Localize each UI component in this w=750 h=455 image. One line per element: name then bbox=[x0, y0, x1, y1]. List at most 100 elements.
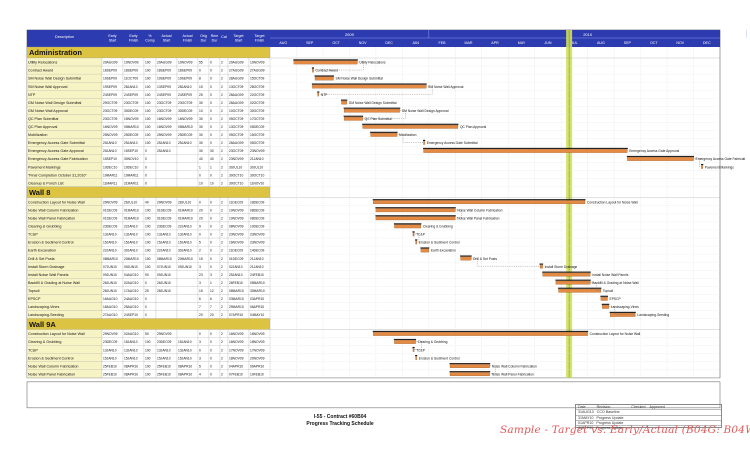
bar-label: QC Plan Submittal bbox=[365, 117, 392, 121]
cell-value: 08APR10 bbox=[124, 364, 138, 368]
activity-name: Noise Wall Column Fabrication bbox=[28, 364, 78, 368]
cell-value: 25JAN10 bbox=[178, 141, 192, 145]
cell-value: 0 bbox=[210, 217, 212, 221]
cell-value: 03APR10 bbox=[250, 297, 264, 301]
cell-value: 28AUG09 bbox=[229, 141, 244, 145]
activity-name: GM Noise Wall Approval bbox=[28, 109, 68, 113]
cell-value: 22OCT09 bbox=[250, 93, 264, 97]
cell-value: 10FEB10 bbox=[250, 372, 264, 376]
target-bar bbox=[343, 115, 364, 117]
cell-value: 05MAR10 bbox=[178, 125, 193, 129]
cell-value: 10 bbox=[199, 181, 203, 185]
column-header: Early bbox=[108, 34, 116, 38]
bar-label: Construction Layout for Noise Wall bbox=[587, 200, 638, 204]
cell-value: 100 bbox=[145, 225, 151, 229]
table-header-band bbox=[27, 30, 270, 47]
cell-value: 100 bbox=[145, 348, 151, 352]
cell-value: 15JAN10 bbox=[103, 356, 117, 360]
cell-value: 11NOV10 bbox=[250, 181, 264, 185]
cell-value: 100 bbox=[145, 101, 151, 105]
activity-name: Earth Excavation bbox=[28, 249, 56, 253]
logic-link bbox=[397, 134, 424, 143]
bar-label: Install Noise Wall Panels bbox=[592, 273, 629, 277]
activity-name: Backfill & Grading at Noise Wall bbox=[28, 281, 80, 285]
cell-value: 0 bbox=[210, 257, 212, 261]
cell-value: 03MAR10 bbox=[229, 297, 244, 301]
activity-name: SM Noise Wall Design Submittal bbox=[28, 77, 81, 81]
logic-link bbox=[312, 61, 364, 71]
bar-label: Noise Wall Panel Fabrication bbox=[457, 217, 499, 221]
actual-bar bbox=[412, 232, 415, 237]
bar-label: Utility Relocations bbox=[359, 61, 386, 65]
activity-name: Mobilization bbox=[28, 133, 47, 137]
cell-value: 25FEB10 bbox=[157, 372, 171, 376]
actual-bar bbox=[415, 356, 417, 360]
cell-value: 20 bbox=[199, 217, 203, 221]
cell-value: 13JAN10 bbox=[124, 233, 138, 237]
cell-value: 09JUN10 bbox=[103, 273, 117, 277]
logic-link bbox=[317, 85, 433, 95]
cell-value: 28OCT09 bbox=[250, 85, 264, 89]
month-label: NOV bbox=[359, 41, 367, 45]
cell-value: 0 bbox=[210, 200, 212, 204]
cell-value: 16NOV09 bbox=[229, 340, 244, 344]
revision-block: Date Revision Checked Approved 31AUG10 C… bbox=[575, 404, 722, 430]
month-label: JUN bbox=[544, 41, 551, 45]
bar-label: Pavement Markings bbox=[705, 165, 734, 169]
month-label: SEP bbox=[624, 41, 632, 45]
cell-value: 18SEP09 bbox=[124, 69, 138, 73]
cell-value: 01MAR10 bbox=[124, 217, 139, 221]
cell-value: 23OCT09 bbox=[178, 101, 192, 105]
bar-label: NTP bbox=[321, 93, 328, 97]
target-bar bbox=[311, 83, 427, 85]
cell-value: 11DEC09 bbox=[229, 249, 243, 253]
column-header: Orig bbox=[200, 34, 207, 38]
month-label: OCT bbox=[650, 41, 658, 45]
cell-value: 2 bbox=[221, 69, 223, 73]
cell-value: 7 bbox=[210, 305, 212, 309]
activity-name: Noise Wall Panel Fabrication bbox=[28, 372, 75, 376]
cell-value: 30JAN10 bbox=[124, 249, 138, 253]
target-bar bbox=[460, 255, 472, 257]
cell-value: 18NOV09 bbox=[229, 356, 244, 360]
cell-value: 26JUL10 bbox=[124, 200, 137, 204]
sample-note: Sample - Target vs. Early/Actual (B04G: … bbox=[500, 424, 750, 436]
cell-value: 13JAN10 bbox=[103, 348, 117, 352]
cell-value: 2 bbox=[221, 257, 223, 261]
actual-bar bbox=[375, 216, 456, 221]
cell-value: 2 bbox=[221, 348, 223, 352]
bar-label: Install Storm Drainage bbox=[545, 265, 578, 269]
cell-value: 40 bbox=[145, 200, 149, 204]
cell-value: 29OCT09 bbox=[103, 101, 117, 105]
cell-value: 10 bbox=[199, 109, 203, 113]
cell-value: 100 bbox=[145, 217, 151, 221]
cell-value: 30JUL10 bbox=[229, 165, 242, 169]
cell-value: 18NOV09 bbox=[250, 340, 265, 344]
cell-value: 08MAR10 bbox=[229, 289, 244, 293]
cell-value: 13OCT09 bbox=[229, 85, 243, 89]
activity-name: Drill & Set Posts bbox=[28, 257, 55, 261]
cell-value: 10NOV09 bbox=[229, 217, 244, 221]
cell-value: 30 bbox=[210, 149, 214, 153]
column-header: Early bbox=[129, 34, 137, 38]
cell-value: 15JAN10 bbox=[103, 241, 117, 245]
cell-value: 04AUG10 bbox=[124, 273, 139, 277]
cell-value: 2 bbox=[221, 125, 223, 129]
cell-value: 2 bbox=[221, 297, 223, 301]
cell-value: 14DEC09 bbox=[250, 249, 264, 253]
cell-value: 2 bbox=[199, 249, 201, 253]
cell-value: 09JUN10 bbox=[124, 265, 138, 269]
cell-value: 10NOV09 bbox=[250, 61, 265, 65]
bar-label: GM Noise Wall Design Approval bbox=[402, 109, 449, 113]
activity-name: Emergency Access Gate Approval bbox=[28, 149, 84, 153]
cell-value: 24FEB10 bbox=[250, 273, 264, 277]
cell-value: 08NOV09 bbox=[229, 225, 244, 229]
cell-value: 23 bbox=[199, 273, 203, 277]
cell-value: 21JAN10 bbox=[250, 257, 264, 261]
cell-value: 10DEC10 bbox=[124, 165, 138, 169]
cell-value: 0 bbox=[210, 233, 212, 237]
schedule-title: I-55 - Contract #60B04 bbox=[313, 414, 367, 420]
cell-value: 26JUN10 bbox=[103, 281, 117, 285]
cell-value: 29NOV09 bbox=[103, 332, 118, 336]
